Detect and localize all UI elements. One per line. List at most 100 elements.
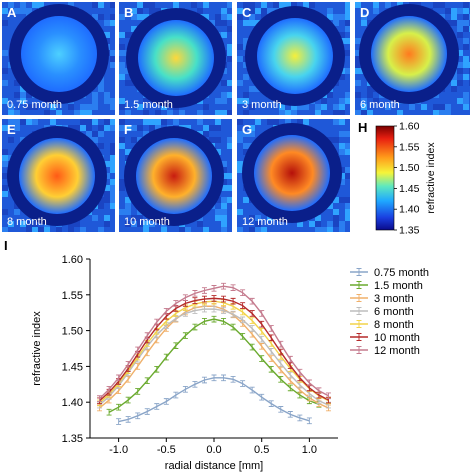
- data-point: [240, 316, 246, 324]
- data-point: [221, 374, 227, 382]
- data-point: [287, 384, 293, 392]
- data-point: [306, 417, 312, 425]
- data-point: [135, 388, 141, 395]
- y-tick-label: 1.40: [62, 397, 83, 409]
- data-point: [106, 408, 112, 416]
- panel-image: [237, 2, 350, 115]
- data-point: [163, 307, 169, 315]
- panel-age-label: 0.75 month: [7, 99, 63, 111]
- panel-image: [355, 2, 470, 115]
- data-point: [230, 323, 236, 331]
- panel-letter: A: [7, 5, 17, 20]
- series-0-75-month: [116, 374, 312, 425]
- panel-letter: B: [124, 5, 134, 20]
- legend-label: 1.5 month: [374, 280, 423, 292]
- data-point: [287, 411, 293, 418]
- panel-letter: E: [7, 122, 16, 137]
- data-point: [173, 391, 179, 399]
- data-point: [249, 297, 255, 305]
- colorbar-tick-label: 1.60: [399, 121, 420, 133]
- data-point: [192, 380, 198, 388]
- x-tick-label: -0.5: [157, 444, 176, 456]
- legend-marker: [356, 307, 362, 315]
- data-point: [230, 284, 236, 291]
- data-point: [106, 385, 112, 393]
- panel-letter: D: [360, 5, 370, 20]
- y-tick-label: 1.35: [62, 433, 83, 445]
- legend-label: 12 month: [374, 345, 420, 357]
- data-point: [278, 340, 284, 348]
- colorbar-tick-label: 1.45: [399, 183, 420, 195]
- x-tick-label: 1.0: [302, 444, 317, 456]
- data-point: [154, 403, 160, 410]
- data-point: [259, 328, 265, 335]
- data-point: [287, 371, 293, 379]
- colorbar-label: refractive index: [425, 142, 437, 214]
- data-point: [259, 335, 265, 343]
- data-point: [201, 287, 207, 294]
- legend-label: 3 month: [374, 293, 414, 305]
- data-point: [240, 333, 246, 340]
- data-point: [268, 355, 274, 362]
- x-tick-label: -1.0: [109, 444, 128, 456]
- data-point: [125, 360, 131, 368]
- y-tick-label: 1.45: [62, 361, 83, 373]
- data-point: [240, 302, 246, 309]
- data-point: [154, 318, 160, 326]
- data-point: [163, 353, 169, 361]
- data-point: [97, 395, 103, 402]
- colorbar-tick-label: 1.55: [399, 141, 420, 153]
- series-12-month: [97, 282, 331, 402]
- data-point: [221, 307, 227, 314]
- legend-label: 0.75 month: [374, 267, 429, 279]
- image-panel-f: F 10 month: [119, 119, 232, 232]
- data-point: [249, 325, 255, 332]
- image-panel-e: E 8 month: [2, 119, 115, 232]
- series-8-month: [97, 297, 331, 407]
- data-point: [249, 386, 255, 394]
- data-point: [325, 392, 331, 400]
- data-point: [211, 315, 217, 323]
- panel-letter: G: [242, 122, 253, 137]
- data-point: [144, 349, 150, 357]
- panel-age-label: 10 month: [124, 216, 170, 228]
- data-point: [221, 295, 227, 303]
- data-point: [125, 416, 131, 423]
- image-panel-a: A 0.75 month: [2, 2, 115, 115]
- data-point: [135, 412, 141, 420]
- x-tick-label: 0.5: [254, 444, 269, 456]
- data-point: [230, 310, 236, 318]
- data-point: [211, 285, 217, 292]
- x-axis-label: radial distance [mm]: [165, 460, 263, 472]
- panel-letter: C: [242, 5, 252, 20]
- data-point: [240, 308, 246, 316]
- data-point: [268, 365, 274, 373]
- data-point: [144, 408, 150, 415]
- panel-age-label: 3 month: [242, 99, 282, 111]
- data-point: [182, 385, 188, 393]
- data-point: [259, 393, 265, 401]
- panel-letter-h: H: [358, 120, 368, 135]
- data-point: [278, 366, 284, 374]
- data-point: [306, 379, 312, 387]
- data-point: [240, 380, 246, 387]
- data-point: [221, 317, 227, 325]
- data-point: [278, 360, 284, 367]
- data-point: [144, 332, 150, 339]
- data-point: [192, 323, 198, 331]
- legend-marker: [356, 268, 362, 276]
- data-point: [192, 297, 198, 304]
- data-point: [259, 343, 265, 350]
- data-point: [201, 295, 207, 303]
- panel-letter-i: I: [4, 238, 8, 253]
- image-panel-d: D 6 month: [355, 2, 470, 115]
- data-point: [297, 368, 303, 376]
- data-point: [201, 317, 207, 325]
- panel-age-label: 8 month: [7, 216, 47, 228]
- data-point: [116, 403, 122, 411]
- data-point: [259, 310, 265, 317]
- image-panel-b: B 1.5 month: [119, 2, 232, 115]
- data-point: [268, 334, 274, 342]
- data-point: [135, 346, 141, 354]
